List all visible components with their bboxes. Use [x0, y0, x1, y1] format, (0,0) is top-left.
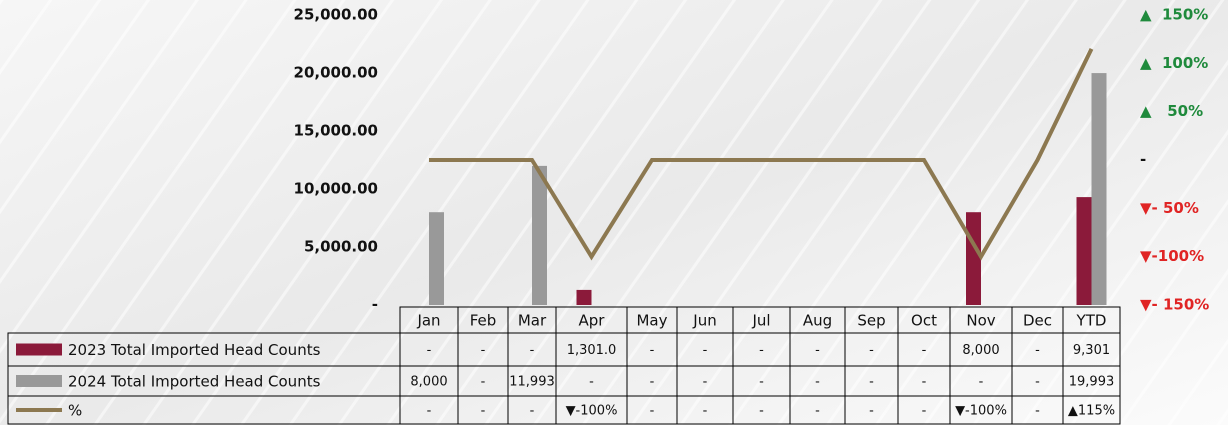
y-tick-label: - — [372, 296, 378, 314]
x-tick-label: Feb — [470, 312, 497, 330]
legend-label: 2023 Total Imported Head Counts — [68, 341, 321, 359]
table-cell: - — [759, 404, 764, 419]
legend-label: % — [68, 402, 82, 420]
table-cell: - — [815, 375, 820, 390]
bar — [966, 212, 981, 305]
x-tick-label: Aug — [803, 312, 832, 330]
table-cell: - — [703, 404, 708, 419]
bar — [1092, 73, 1107, 305]
table-cell: - — [427, 404, 432, 419]
legend-label: 2024 Total Imported Head Counts — [68, 373, 321, 391]
table-cell: - — [759, 343, 764, 358]
y2-tick-label: ▼- 150% — [1140, 296, 1209, 314]
bar — [429, 212, 444, 305]
bar — [1077, 197, 1092, 305]
y-tick-label: 5,000.00 — [304, 238, 378, 256]
bar — [577, 290, 592, 305]
table-cell: - — [481, 404, 486, 419]
table-cell: - — [869, 343, 874, 358]
y-tick-label: 25,000.00 — [294, 6, 378, 24]
table-cell: 11,993 — [509, 375, 555, 390]
table-cell: 19,993 — [1069, 375, 1115, 390]
legend-swatch — [16, 375, 62, 387]
y-tick-label: 10,000.00 — [294, 180, 378, 198]
table-cell: - — [589, 375, 594, 390]
y2-tick-label: ▲ 100% — [1140, 54, 1208, 72]
table-cell: - — [1035, 343, 1040, 358]
y2-tick-label: ▲ 50% — [1140, 102, 1203, 120]
x-tick-label: Jun — [692, 312, 716, 330]
table-cell: - — [815, 404, 820, 419]
chart: - 5,000.00 10,000.00 15,000.00 20,000.00 25,0… — [0, 0, 1228, 425]
table-cell: - — [650, 375, 655, 390]
table-cell: - — [979, 375, 984, 390]
table-cell: - — [481, 375, 486, 390]
table-cell: ▼-100% — [955, 404, 1007, 419]
table-cell: - — [759, 375, 764, 390]
table-cell: - — [869, 375, 874, 390]
x-tick-label: Sep — [857, 312, 885, 330]
table-cell: 8,000 — [962, 343, 999, 358]
background-stripes — [0, 0, 1228, 425]
x-tick-label: Oct — [911, 312, 937, 330]
table-cell: - — [650, 404, 655, 419]
table-cell: - — [530, 343, 535, 358]
legend-swatch — [16, 344, 62, 356]
y2-tick-label: ▲ 150% — [1140, 6, 1208, 24]
table-cell: - — [650, 343, 655, 358]
table-cell: - — [481, 343, 486, 358]
y2-tick-label: ▼-100% — [1140, 247, 1204, 265]
table-cell: ▲115% — [1068, 404, 1115, 419]
table-cell: - — [1035, 404, 1040, 419]
table-cell: - — [703, 375, 708, 390]
table-cell: - — [1035, 375, 1040, 390]
table-cell: - — [922, 404, 927, 419]
table-cell: - — [530, 404, 535, 419]
table-cell: - — [922, 343, 927, 358]
y-tick-label: 20,000.00 — [294, 64, 378, 82]
table-cell: - — [703, 343, 708, 358]
table-cell: 9,301 — [1073, 343, 1110, 358]
x-tick-label: YTD — [1076, 312, 1107, 330]
table-cell: - — [922, 375, 927, 390]
bar — [532, 166, 547, 305]
table-cell: ▼-100% — [566, 404, 618, 419]
y-tick-label: 15,000.00 — [294, 122, 378, 140]
y2-tick-label: - — [1140, 151, 1146, 169]
x-tick-label: Apr — [579, 312, 606, 330]
x-tick-label: Nov — [966, 312, 995, 330]
x-tick-label: May — [636, 312, 667, 330]
table-cell: 8,000 — [410, 375, 447, 390]
table-cell: 1,301.0 — [567, 343, 617, 358]
x-tick-label: Jul — [751, 312, 770, 330]
x-tick-label: Mar — [518, 312, 547, 330]
y2-tick-label: ▼- 50% — [1140, 199, 1199, 217]
table-cell: - — [869, 404, 874, 419]
x-tick-label: Dec — [1023, 312, 1052, 330]
table-cell: - — [427, 343, 432, 358]
table-cell: - — [815, 343, 820, 358]
x-tick-label: Jan — [416, 312, 440, 330]
